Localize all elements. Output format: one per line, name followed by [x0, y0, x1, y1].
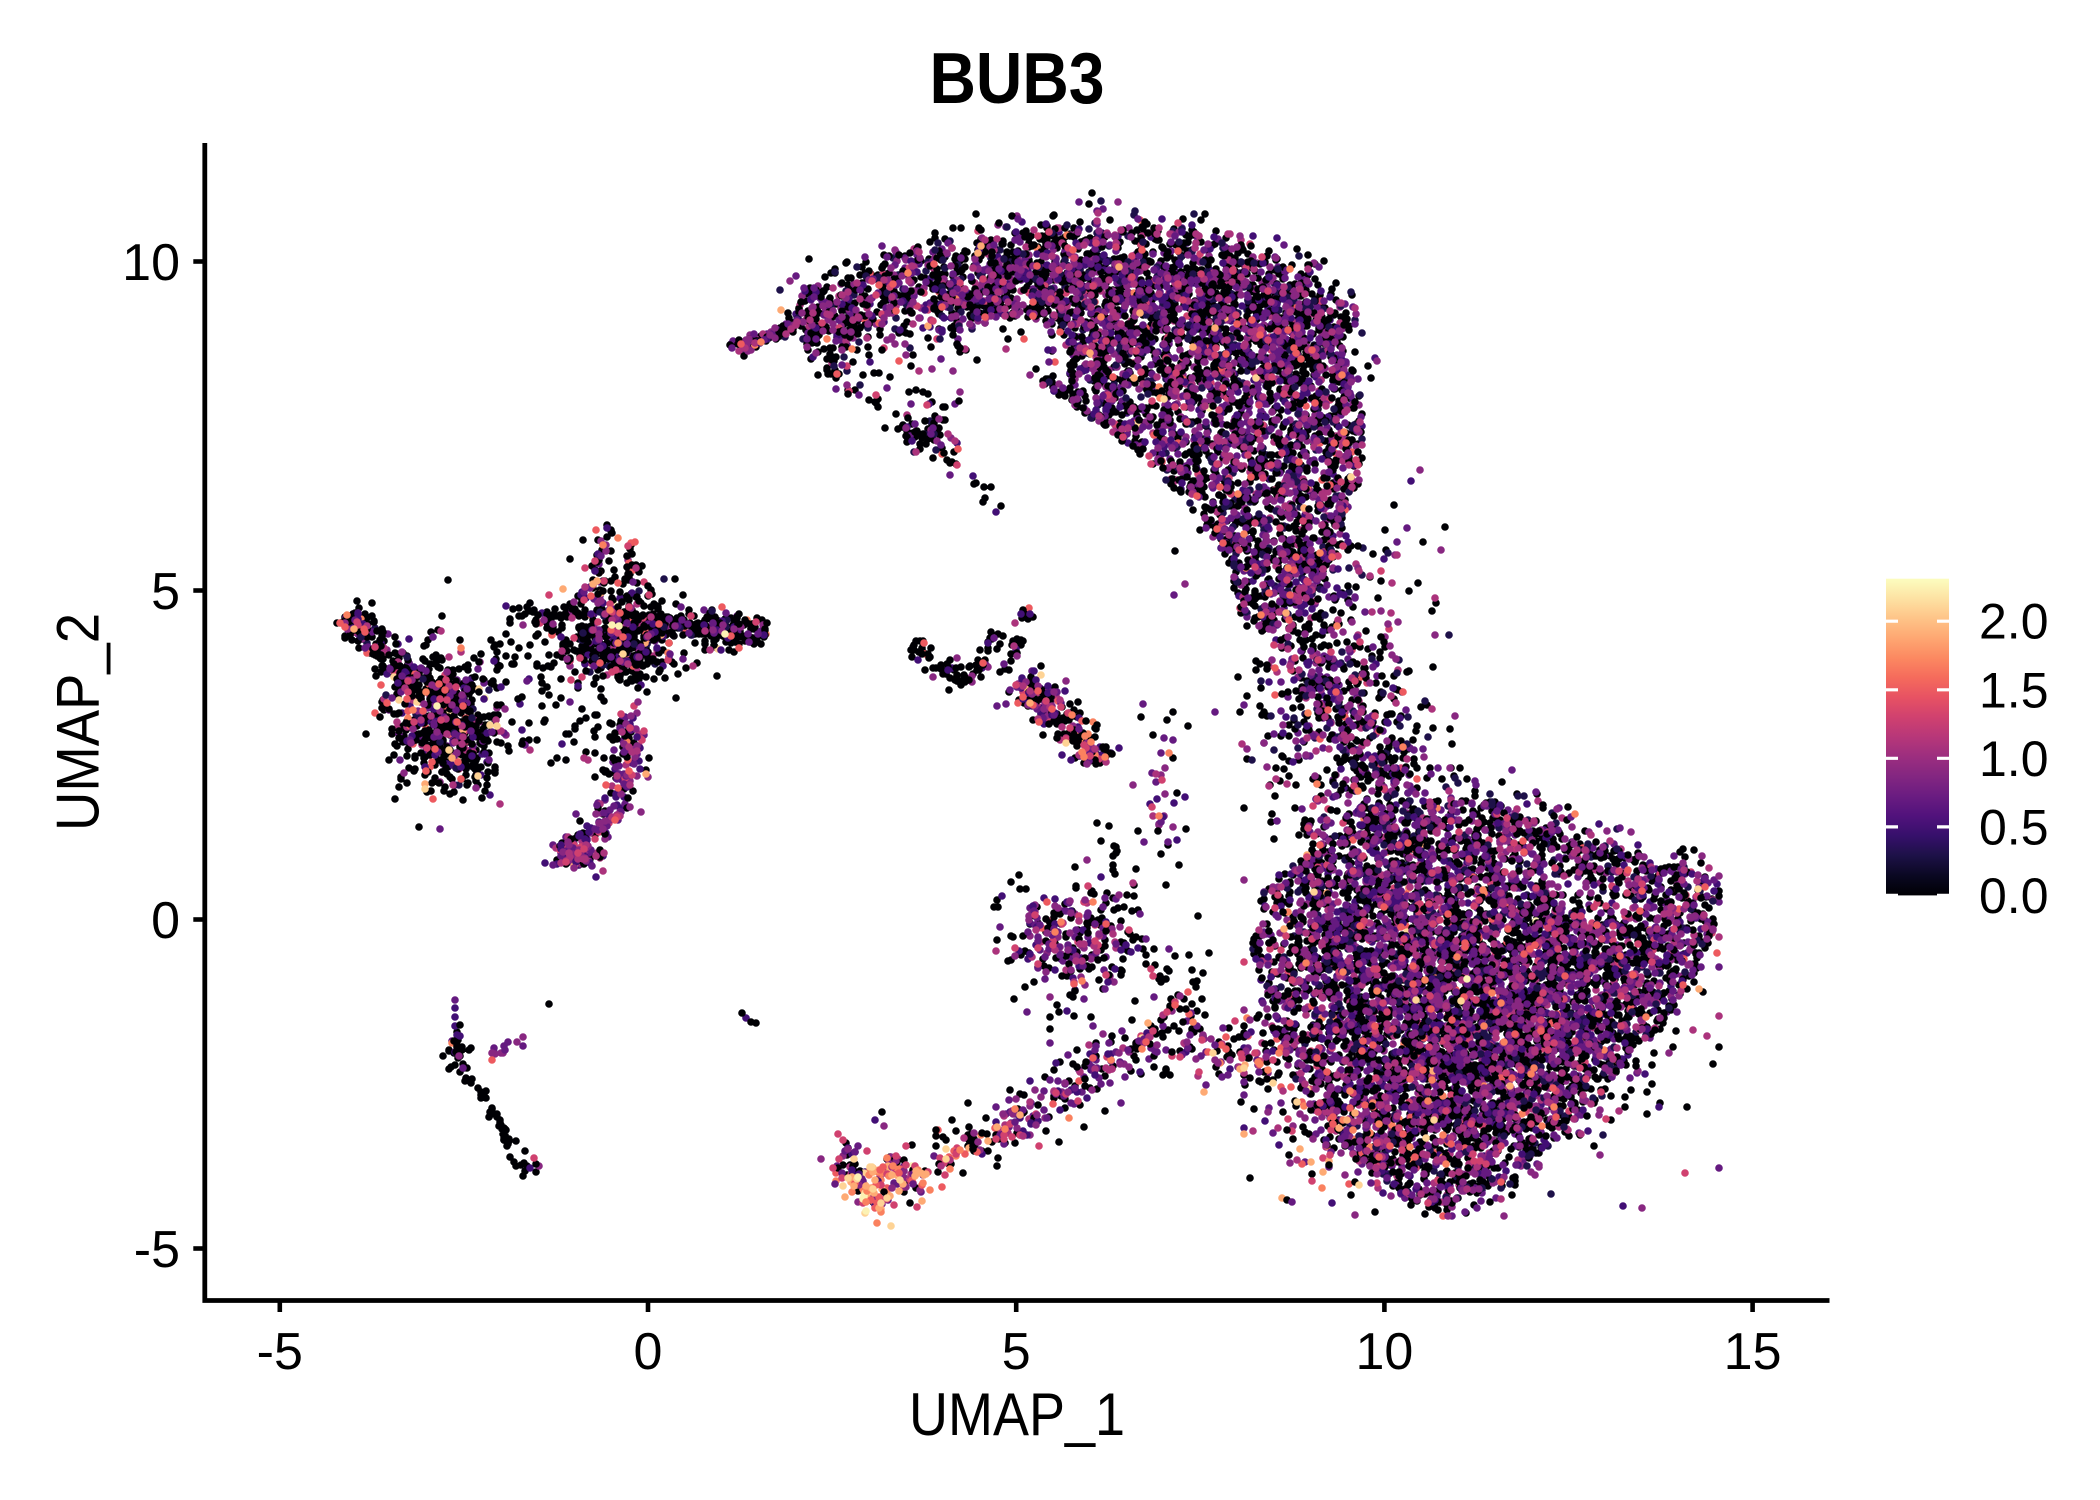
- svg-text:-5: -5: [134, 1221, 180, 1279]
- svg-text:UMAP_1: UMAP_1: [909, 1381, 1125, 1448]
- svg-text:5: 5: [1002, 1323, 1031, 1381]
- svg-text:1.0: 1.0: [1979, 731, 2049, 787]
- svg-text:15: 15: [1724, 1323, 1782, 1381]
- svg-text:1.5: 1.5: [1979, 662, 2049, 718]
- svg-text:10: 10: [122, 234, 180, 292]
- svg-text:UMAP_2: UMAP_2: [45, 613, 112, 831]
- svg-text:0: 0: [634, 1323, 663, 1381]
- svg-text:0: 0: [151, 892, 180, 950]
- svg-text:10: 10: [1355, 1323, 1413, 1381]
- svg-text:0.0: 0.0: [1979, 868, 2049, 924]
- svg-text:0.5: 0.5: [1979, 799, 2049, 855]
- svg-text:2.0: 2.0: [1979, 594, 2049, 650]
- svg-text:5: 5: [151, 563, 180, 621]
- svg-text:BUB3: BUB3: [930, 38, 1105, 119]
- svg-text:-5: -5: [257, 1323, 303, 1381]
